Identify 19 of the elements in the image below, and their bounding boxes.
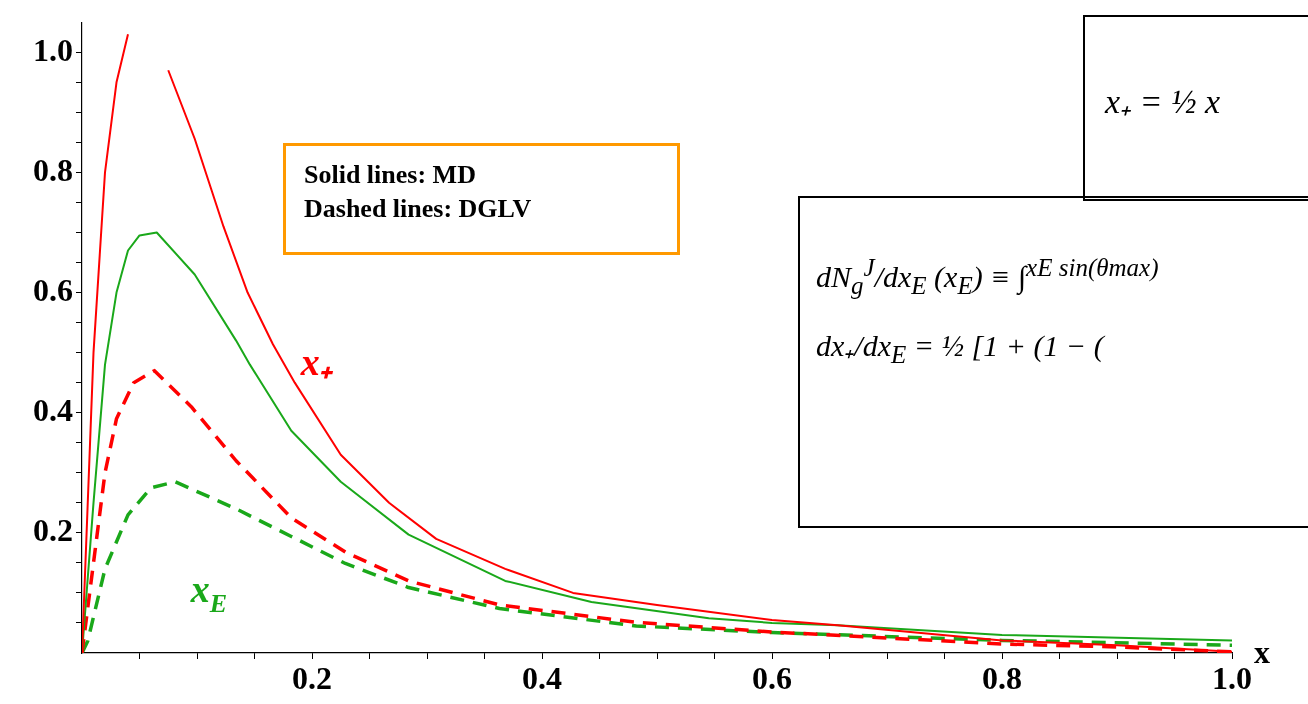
y-tick-label: 0.8 (33, 151, 73, 188)
x-axis-title: x (1254, 634, 1270, 671)
series-label: x₊ (299, 340, 334, 383)
note-box: Solid lines: MD Dashed lines: DGLV (283, 143, 680, 255)
x-tick-label: 0.6 (752, 660, 792, 697)
y-tick-label: 0.6 (33, 271, 73, 308)
y-tick-label: 0.2 (33, 512, 73, 549)
y-tick-label: 1.0 (33, 31, 73, 68)
x-tick-label: 0.2 (292, 660, 332, 697)
annotation: Dashed lines: DGLV (304, 193, 533, 225)
annotation: Solid lines: MD (304, 159, 477, 191)
x-tick-label: 1.0 (1212, 660, 1252, 697)
annotation: x₊ = ½ x (1105, 82, 1222, 122)
x-tick-label: 0.4 (522, 660, 562, 697)
y-tick-label: 0.4 (33, 391, 73, 428)
formula-box: x₊ = ½ x (1083, 15, 1308, 201)
annotation: dx₊/dx$_{E}$ = ½ [1 + (1 − ( (816, 328, 1106, 370)
formula-box: dN$_{g}$$^{J}$/dx$_{E}$ (x$_{E}$) ≡ ∫$^{xE sin(θmax)}$ dx₊/dx$_{E}$ = ½ [1 + (1 − ( (798, 196, 1308, 528)
x-tick-label: 0.8 (982, 660, 1022, 697)
